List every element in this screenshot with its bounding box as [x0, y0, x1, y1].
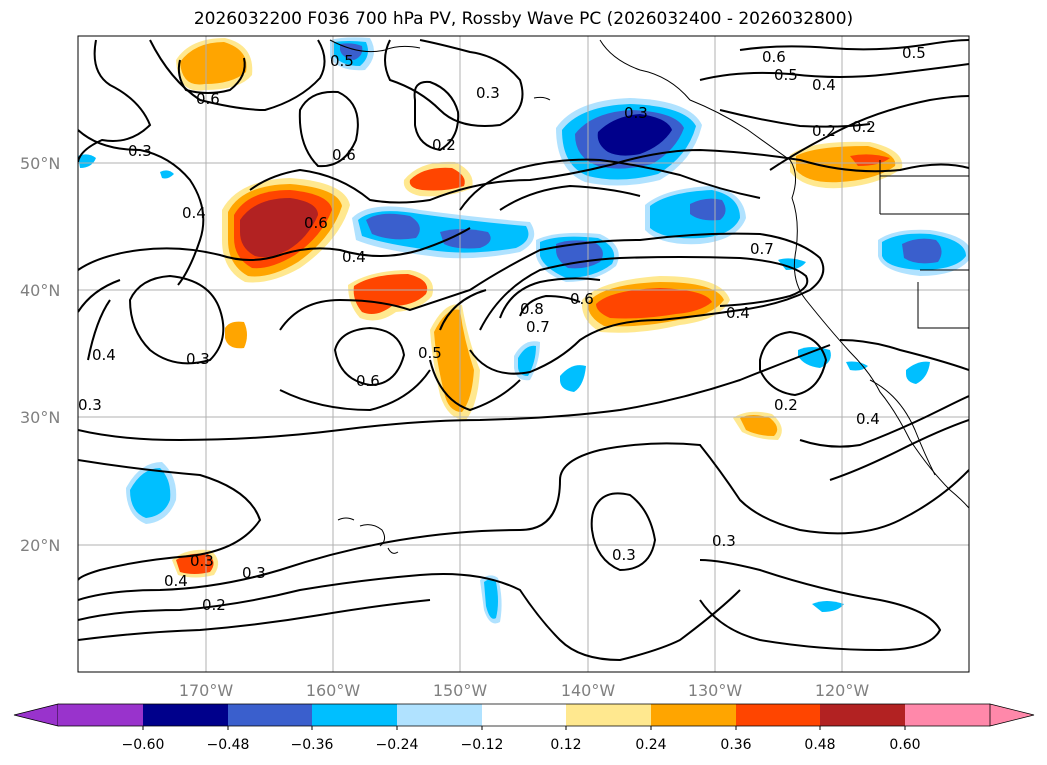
shaded-anomalies — [78, 37, 969, 624]
contour-label: 0.7 — [750, 240, 774, 258]
contour-label: 0.3 — [476, 84, 500, 102]
contour-label: 0.7 — [526, 318, 550, 336]
colorbar-segment — [143, 704, 228, 726]
contour-label: 0.6 — [570, 290, 594, 308]
map-field — [78, 36, 969, 672]
contour-label: 0.3 — [78, 396, 102, 414]
contour-label: 0.4 — [92, 346, 116, 364]
latitude-labels: 50°N 40°N 30°N 20°N — [20, 154, 60, 555]
lat-label: 50°N — [20, 154, 60, 173]
colorbar-tick-label: 0.48 — [804, 737, 835, 753]
contour-label: 0.4 — [164, 572, 188, 590]
colorbar-segment — [228, 704, 312, 726]
colorbar-segment — [905, 704, 990, 726]
lon-label: 140°W — [561, 681, 616, 700]
colorbar-tick-label: −0.48 — [207, 737, 250, 753]
contour-label: 0.2 — [852, 118, 876, 136]
lon-label: 160°W — [306, 681, 361, 700]
contour-label: 0.3 — [190, 552, 214, 570]
colorbar-segment — [58, 704, 143, 726]
contour-label: 0.3 — [128, 142, 152, 160]
coastlines — [329, 39, 969, 554]
contour-label: 0.3 — [186, 350, 210, 368]
contour-label: 0.6 — [762, 48, 786, 66]
colorbar-tick-label: −0.24 — [376, 737, 419, 753]
pv-contours — [78, 39, 969, 662]
colorbar-segment — [397, 704, 482, 726]
contour-label: 0.5 — [330, 52, 354, 70]
colorbar-tick-label: −0.36 — [291, 737, 334, 753]
contour-label: 0.3 — [712, 532, 736, 550]
lat-label: 20°N — [20, 536, 60, 555]
lat-label: 30°N — [20, 408, 60, 427]
longitude-labels: 170°W 160°W 150°W 140°W 130°W 120°W — [179, 681, 870, 700]
contour-label: 0.6 — [356, 372, 380, 390]
lon-label: 150°W — [433, 681, 488, 700]
contour-label: 0.5 — [774, 66, 798, 84]
lon-label: 130°W — [688, 681, 743, 700]
contour-label: 0.4 — [812, 76, 836, 94]
contour-label: 0.4 — [856, 410, 880, 428]
colorbar-segment — [736, 704, 820, 726]
contour-label-layer: 0.6 0.5 0.6 0.5 0.4 0.2 0.2 0.3 0.3 0.5 … — [78, 44, 926, 614]
lon-label: 170°W — [179, 681, 234, 700]
contour-label: 0.3 — [624, 104, 648, 122]
contour-label: 0.3 — [242, 564, 266, 582]
colorbar-tick-label: 0.12 — [550, 737, 581, 753]
map-frame — [77, 35, 970, 673]
contour-label: 0.2 — [774, 396, 798, 414]
colorbar-tick-label: 0.60 — [889, 737, 920, 753]
colorbar-tick-label: −0.60 — [122, 737, 165, 753]
colorbar-tick-label: 0.36 — [720, 737, 751, 753]
contour-label: 0.5 — [902, 44, 926, 62]
contour-label: 0.4 — [182, 204, 206, 222]
contour-label: 0.4 — [726, 304, 750, 322]
contour-label: 0.6 — [196, 90, 220, 108]
contour-label: 0.6 — [304, 214, 328, 232]
contour-label: 0.3 — [612, 546, 636, 564]
lat-label: 40°N — [20, 281, 60, 300]
colorbar-segment — [566, 704, 651, 726]
contour-label: 0.2 — [432, 136, 456, 154]
contour-label: 0.4 — [342, 248, 366, 266]
colorbar-segment — [651, 704, 736, 726]
contour-label: 0.2 — [202, 596, 226, 614]
contour-label: 0.2 — [812, 122, 836, 140]
contour-label: 0.6 — [332, 146, 356, 164]
gridlines — [78, 36, 969, 672]
lon-label: 120°W — [815, 681, 870, 700]
colorbar-segment — [820, 704, 905, 726]
colorbar-extend-max — [989, 703, 1035, 727]
colorbar-segment — [312, 704, 397, 726]
colorbar-segment — [482, 704, 566, 726]
map-title: 2026032200 F036 700 hPa PV, Rossby Wave … — [193, 9, 854, 29]
contour-label: 0.5 — [418, 344, 442, 362]
colorbar-tick-label: 0.24 — [635, 737, 666, 753]
colorbar-tick-label: −0.12 — [461, 737, 504, 753]
contour-label: 0.8 — [520, 300, 544, 318]
colorbar: −0.60 −0.48 −0.36 −0.24 −0.12 0.12 0.24 … — [13, 703, 1035, 753]
colorbar-extend-min — [13, 703, 59, 727]
